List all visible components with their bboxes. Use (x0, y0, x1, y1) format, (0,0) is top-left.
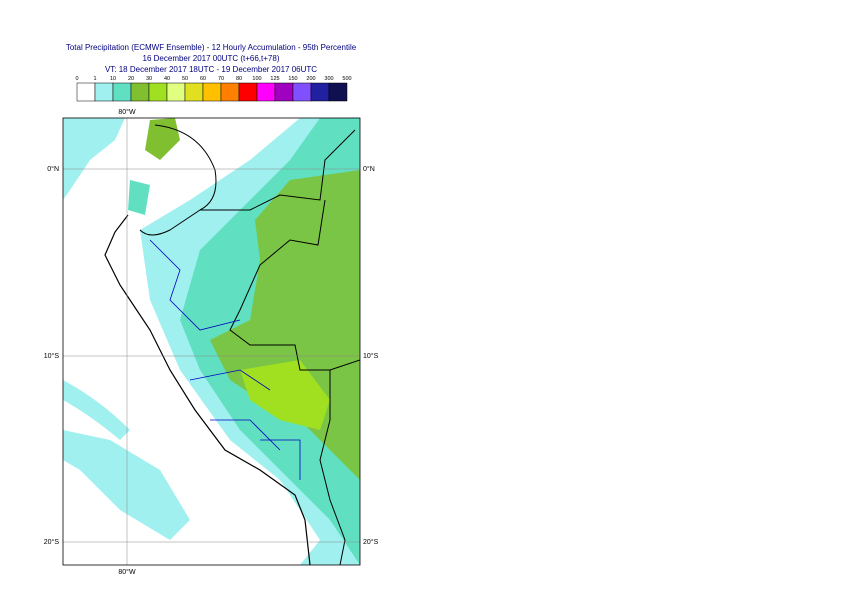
legend-label: 50 (182, 76, 188, 82)
legend-swatch (184, 82, 204, 102)
legend-swatch (112, 82, 132, 102)
legend-swatch (94, 82, 114, 102)
legend-label: 70 (218, 76, 224, 82)
legend-label: 30 (146, 76, 152, 82)
legend-swatch (202, 82, 222, 102)
legend-swatch (166, 82, 186, 102)
legend-label: 40 (164, 76, 170, 82)
precip-light (63, 118, 125, 200)
lat-label: 0°N (363, 165, 375, 173)
region-border (149, 239, 301, 480)
base-time: 16 December 2017 00UTC (t+66,t+78) (143, 54, 280, 63)
lon-label: 80°W (118, 108, 136, 116)
border (139, 124, 217, 236)
legend-label: 20 (128, 76, 134, 82)
coastline (104, 214, 311, 565)
legend-label: 150 (288, 76, 297, 82)
lat-label: 10°S (44, 352, 60, 360)
legend-label: 80 (236, 76, 242, 82)
legend-label: 60 (200, 76, 206, 82)
legend-label: 100 (252, 76, 261, 82)
valid-time: VT: 18 December 2017 18UTC - 19 December… (105, 65, 317, 74)
legend-swatch (256, 82, 276, 102)
legend-swatch (328, 82, 348, 102)
legend-swatch (238, 82, 258, 102)
legend-label: 125 (270, 76, 279, 82)
graticule (63, 118, 360, 565)
precip-light (63, 430, 190, 540)
precip-light (63, 380, 130, 440)
lon-label: 80°W (118, 568, 136, 576)
legend-swatch (220, 82, 240, 102)
legend-label: 200 (306, 76, 315, 82)
precip-moderate (128, 180, 150, 215)
lat-label: 20°S (363, 538, 379, 546)
lat-label: 20°S (44, 538, 60, 546)
legend-label: 1 (93, 76, 96, 82)
legend-swatch (76, 82, 96, 102)
legend-label: 500 (342, 76, 351, 82)
map: 80°W 80°W 0°N 0°N 10°S 10°S 20°S 20°S (44, 108, 379, 576)
legend-swatch (130, 82, 150, 102)
lat-label: 10°S (363, 352, 379, 360)
lat-label: 0°N (47, 165, 59, 173)
legend-label: 300 (324, 76, 333, 82)
legend-label: 0 (75, 76, 78, 82)
legend-swatch (292, 82, 312, 102)
legend: 0 1 10 20 30 40 50 60 70 80 100 125 150 200 300 500 (75, 76, 352, 102)
title: Total Precipitation (ECMWF Ensemble) - 1… (66, 43, 357, 52)
precip-heavy (240, 360, 330, 430)
legend-swatch (310, 82, 330, 102)
map-frame (62, 117, 361, 566)
legend-swatch (148, 82, 168, 102)
legend-label: 10 (110, 76, 116, 82)
border (200, 129, 360, 565)
legend-swatch (274, 82, 294, 102)
